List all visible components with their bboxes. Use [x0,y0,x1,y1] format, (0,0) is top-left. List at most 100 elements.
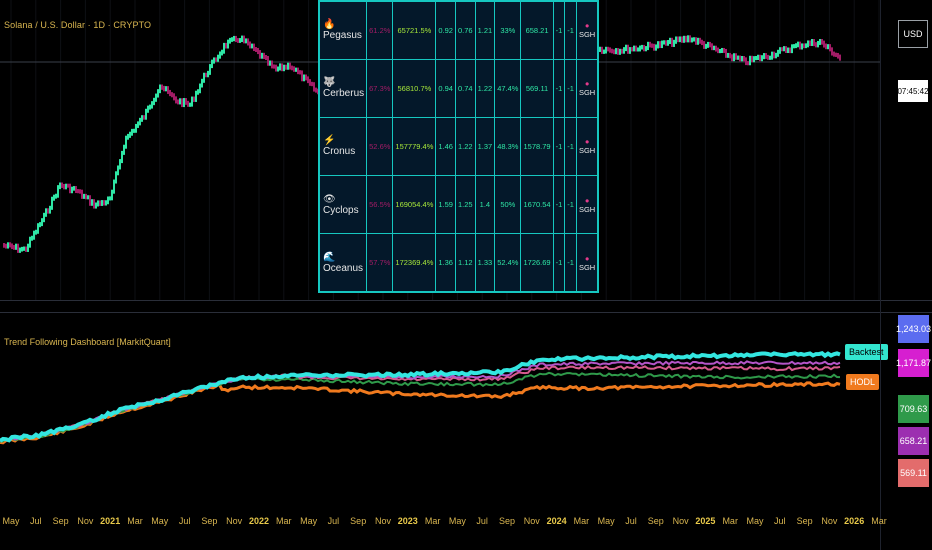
wave-icon: 🌊 [323,251,336,263]
net-return-cell: 56810.7% [392,58,437,118]
omega-cell: 1.4 [474,175,496,235]
max-drawdown-cell: 48.3% [494,116,522,177]
net-return-cell: 65721.5% [392,0,437,60]
signal-1-cell: -1 [552,116,566,177]
omega-cell: 1.37 [474,116,496,177]
time-axis-label: Jul [30,516,42,526]
signal-1-cell: -1 [552,58,566,118]
signal-1-cell: -1 [552,175,566,235]
strategy-name-cell: 🐺Cerberus [318,58,368,118]
time-axis-label: 2023 [397,516,418,526]
time-axis-label: Sep [201,516,218,526]
signal-text: SGH [578,146,596,156]
hodl-label: HODL [846,374,880,390]
price-scale[interactable] [880,0,932,550]
sharpe-cell: 0.94 [435,58,456,118]
strategy-name-cell: 🌊Oceanus [318,233,368,293]
signal-status-cell: ● SGH [575,116,599,177]
equity-value-cell: 658.21 [520,0,554,60]
symbol-title: Solana / U.S. Dollar · 1D · CRYPTO [4,20,152,30]
signal-status-cell: ● SGH [575,233,599,293]
time-axis-label: Jul [327,516,340,526]
strategy-name-cell: 🔥Pegasus [318,0,368,60]
time-axis-label: Jul [774,516,786,526]
time-axis-label: Jul [476,516,488,526]
signal-2-cell: -1 [564,0,577,60]
net-return-cell: 169054.4% [392,175,437,235]
signal-dot-icon: ● [584,21,590,31]
time-axis-label: 2022 [248,516,270,526]
bar-countdown: 07:45:42 [897,80,929,102]
time-axis-label: Nov [374,516,392,526]
dashboard-row: ⚡Cronus 52.6% 157779.4% 1.46 1.22 1.37 48.3% 15… [318,116,599,177]
time-axis-label: Mar [127,516,143,526]
time-axis-label: Mar [424,516,441,526]
signal-dot-icon: ● [584,253,590,263]
price-tag-2: 1,171.87 [896,349,931,377]
time-axis-label: Nov [672,516,689,526]
price-tag-3: 709.63 [898,395,929,423]
sortino-cell: 1.12 [454,233,476,293]
time-axis-label: Nov [226,516,243,526]
sortino-cell: 1.22 [454,116,476,177]
pane-separator[interactable] [0,312,932,313]
sharpe-cell: 1.46 [435,116,456,177]
strategy-label: Cronus [323,146,356,158]
signal-dot-icon: ● [584,195,590,205]
equity-curve [0,351,841,443]
signal-2-cell: -1 [564,233,577,293]
win-rate-cell: 61.2% [366,0,394,60]
time-axis-label: Jul [178,516,191,526]
signal-text: SGH [578,88,596,98]
backtest-label: Backtest [845,344,888,360]
max-drawdown-cell: 47.4% [494,58,522,118]
time-axis-label: 2024 [546,516,567,526]
signal-status-cell: ● SGH [575,0,599,60]
dashboard-row: 🔥Pegasus 61.2% 65721.5% 0.92 0.76 1.21 33% 658.… [318,0,599,60]
dashboard-row: 👁Cyclops 56.5% 169054.4% 1.59 1.25 1.4 50% 1670… [318,175,599,235]
flame-icon: 🔥 [323,19,336,31]
time-axis-label: May [448,516,466,526]
win-rate-cell: 57.7% [366,233,394,293]
wolf-icon: 🐺 [323,77,336,89]
sortino-cell: 1.25 [454,175,476,235]
net-return-cell: 157779.4% [392,116,437,177]
time-axis-label: May [597,516,615,526]
omega-cell: 1.22 [474,58,496,118]
sortino-cell: 0.74 [454,58,476,118]
time-axis-label: May [151,516,169,526]
signal-status-cell: ● SGH [575,175,599,235]
indicator-pane[interactable] [0,330,880,495]
signal-text: SGH [578,204,596,214]
strategy-label: Oceanus [323,262,364,274]
price-tag-4: 658.21 [898,427,929,455]
signal-1-cell: -1 [552,0,566,60]
strategy-label: Cerberus [323,88,365,100]
time-axis[interactable]: May Jul Sep Nov 2021 Mar May Jul Sep Nov 2022 Mar Ma… [0,516,886,532]
strategy-name-cell: ⚡Cronus [318,116,368,177]
time-axis-label: Sep [498,516,516,526]
time-axis-label: Sep [350,516,367,526]
pane-separator[interactable] [0,300,932,301]
currency-button[interactable]: USD [898,20,928,48]
equity-curve-chart[interactable] [0,330,880,495]
signal-2-cell: -1 [564,175,577,235]
sharpe-cell: 1.59 [435,175,456,235]
time-axis-label: Sep [796,516,813,526]
equity-value-cell: 1578.79 [520,116,554,177]
signal-text: SGH [578,30,596,40]
time-axis-label: Mar [573,516,590,526]
price-tag-1: 1,243.03 [896,315,931,343]
max-drawdown-cell: 50% [494,175,522,235]
time-axis-label: Nov [821,516,838,526]
time-axis-label: Sep [52,516,69,526]
signal-2-cell: -1 [564,58,577,118]
signal-2-cell: -1 [564,116,577,177]
max-drawdown-cell: 33% [494,0,522,60]
win-rate-cell: 67.3% [366,58,394,118]
sharpe-cell: 0.92 [435,0,456,60]
time-axis-label: 2025 [695,516,716,526]
signal-dot-icon: ● [584,79,590,89]
omega-cell: 1.33 [474,233,496,293]
eye-icon: 👁 [323,193,336,205]
